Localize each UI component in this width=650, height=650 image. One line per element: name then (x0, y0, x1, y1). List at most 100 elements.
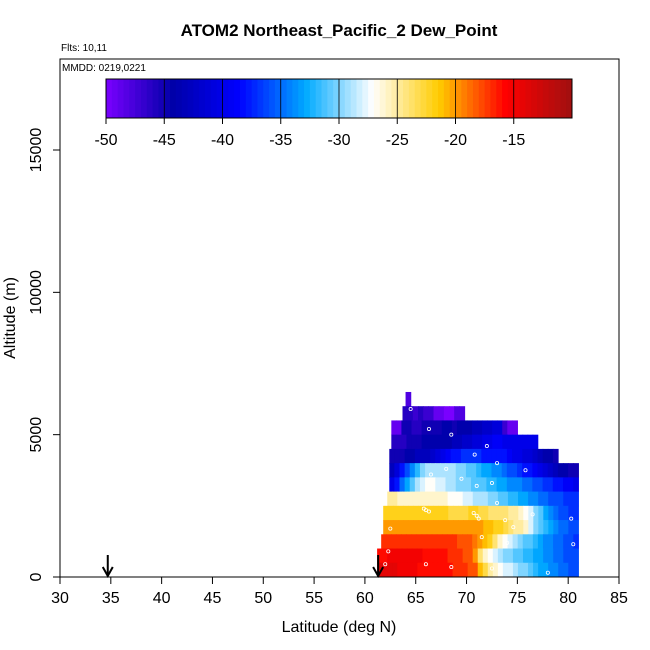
heatmap-cell (421, 534, 428, 549)
heatmap-cell (389, 448, 396, 464)
colorbar-segment (391, 79, 398, 118)
colorbar-segment (193, 79, 200, 118)
heatmap-cell (476, 463, 482, 478)
heatmap-cell (503, 505, 509, 521)
heatmap-cell (412, 548, 418, 564)
heatmap-cell (428, 520, 434, 535)
heatmap-cell (446, 420, 453, 436)
heatmap-cell (548, 505, 554, 521)
heatmap-cell (417, 491, 424, 507)
y-axis-label: Altitude (m) (2, 277, 19, 359)
colorbar-segment (187, 79, 194, 118)
heatmap-cell (463, 520, 469, 535)
heatmap-cell (482, 420, 488, 436)
heatmap-cell (461, 434, 468, 450)
heatmap-cell (446, 434, 453, 450)
heatmap-cell (437, 491, 444, 507)
colorbar-segment (315, 79, 323, 118)
heatmap-cell (532, 477, 539, 492)
colorbar-segment (537, 79, 544, 118)
colorbar-segment (443, 79, 451, 118)
heatmap-cell (563, 562, 569, 578)
colorbar-tick-label: -50 (94, 132, 117, 149)
heatmap-cell (462, 534, 468, 549)
heatmap-cell (467, 548, 474, 564)
heatmap-cell (537, 448, 544, 464)
heatmap-cell (573, 491, 579, 507)
sample-point (386, 549, 391, 554)
heatmap-cell (411, 420, 418, 436)
heatmap-cell (518, 491, 524, 507)
heatmap-cell (557, 477, 564, 492)
heatmap-cell (502, 491, 509, 507)
heatmap-cell (433, 520, 439, 535)
heatmap-cell (456, 420, 463, 436)
heatmap-cell (476, 448, 482, 464)
heatmap-cell (477, 534, 483, 549)
heatmap-cell (398, 505, 404, 521)
heatmap-cell (553, 491, 559, 507)
heatmap-cell (563, 520, 569, 535)
heatmap-cell (446, 534, 453, 549)
heatmap-cell (438, 406, 445, 421)
heatmap-cell (518, 505, 524, 521)
heatmap-cell (543, 562, 549, 578)
heatmap-cell (467, 491, 474, 507)
heatmap-cell (396, 534, 402, 549)
heatmap-cell (563, 491, 569, 507)
heatmap-cell (486, 448, 493, 464)
heatmap-cell (511, 463, 518, 478)
heatmap-cell (553, 520, 559, 535)
heatmap-cell (563, 534, 569, 549)
heatmap-cell (507, 534, 514, 549)
x-tick-label: 40 (153, 590, 171, 607)
heatmap-cell (431, 534, 438, 549)
heatmap-cell (428, 505, 434, 521)
heatmap-cell (450, 463, 457, 478)
heatmap-cell (460, 477, 467, 492)
heatmap-cell (436, 534, 443, 549)
heatmap-cell (396, 434, 403, 450)
x-tick-label: 60 (356, 590, 374, 607)
heatmap-cell (451, 420, 458, 436)
heatmap-cell (482, 534, 488, 549)
heatmap-cell (450, 477, 457, 492)
heatmap-cell (487, 491, 494, 507)
heatmap-cell (401, 534, 408, 549)
heatmap-cell (419, 477, 426, 492)
heatmap-cell (503, 520, 509, 535)
heatmap-cell (408, 505, 414, 521)
heatmap-cell (523, 562, 529, 578)
heatmap-cell (397, 562, 403, 578)
heatmap-cell (573, 505, 579, 521)
sample-point (523, 468, 528, 473)
sample-point (423, 508, 428, 513)
heatmap-cell (548, 562, 554, 578)
heatmap-cell (422, 491, 429, 507)
heatmap-cell (472, 534, 478, 549)
heatmap-cell (440, 463, 447, 478)
x-tick-label: 80 (559, 590, 577, 607)
colorbar-segment (251, 79, 258, 118)
heatmap-cell (423, 520, 429, 535)
heatmap-cell (558, 505, 564, 521)
heatmap-cell (441, 434, 448, 450)
x-axis-label: Latitude (deg N) (282, 619, 397, 636)
heatmap-cell (472, 548, 479, 564)
sample-point (489, 566, 494, 571)
heatmap-cell (491, 448, 498, 464)
heatmap-cell (412, 491, 419, 507)
heatmap-cell (387, 548, 393, 564)
colorbar-segment (140, 79, 148, 118)
heatmap-cell (522, 463, 528, 478)
heatmap-cell (512, 448, 518, 464)
colorbar-tick-label: -25 (386, 132, 409, 149)
heatmap-cell (401, 434, 408, 450)
heatmap-cell (467, 562, 474, 578)
colorbar-segment (280, 79, 288, 118)
heatmap-cell (467, 434, 473, 450)
heatmap-cell (409, 463, 416, 478)
colorbar-segment (490, 79, 497, 118)
heatmap-cell (557, 463, 564, 478)
